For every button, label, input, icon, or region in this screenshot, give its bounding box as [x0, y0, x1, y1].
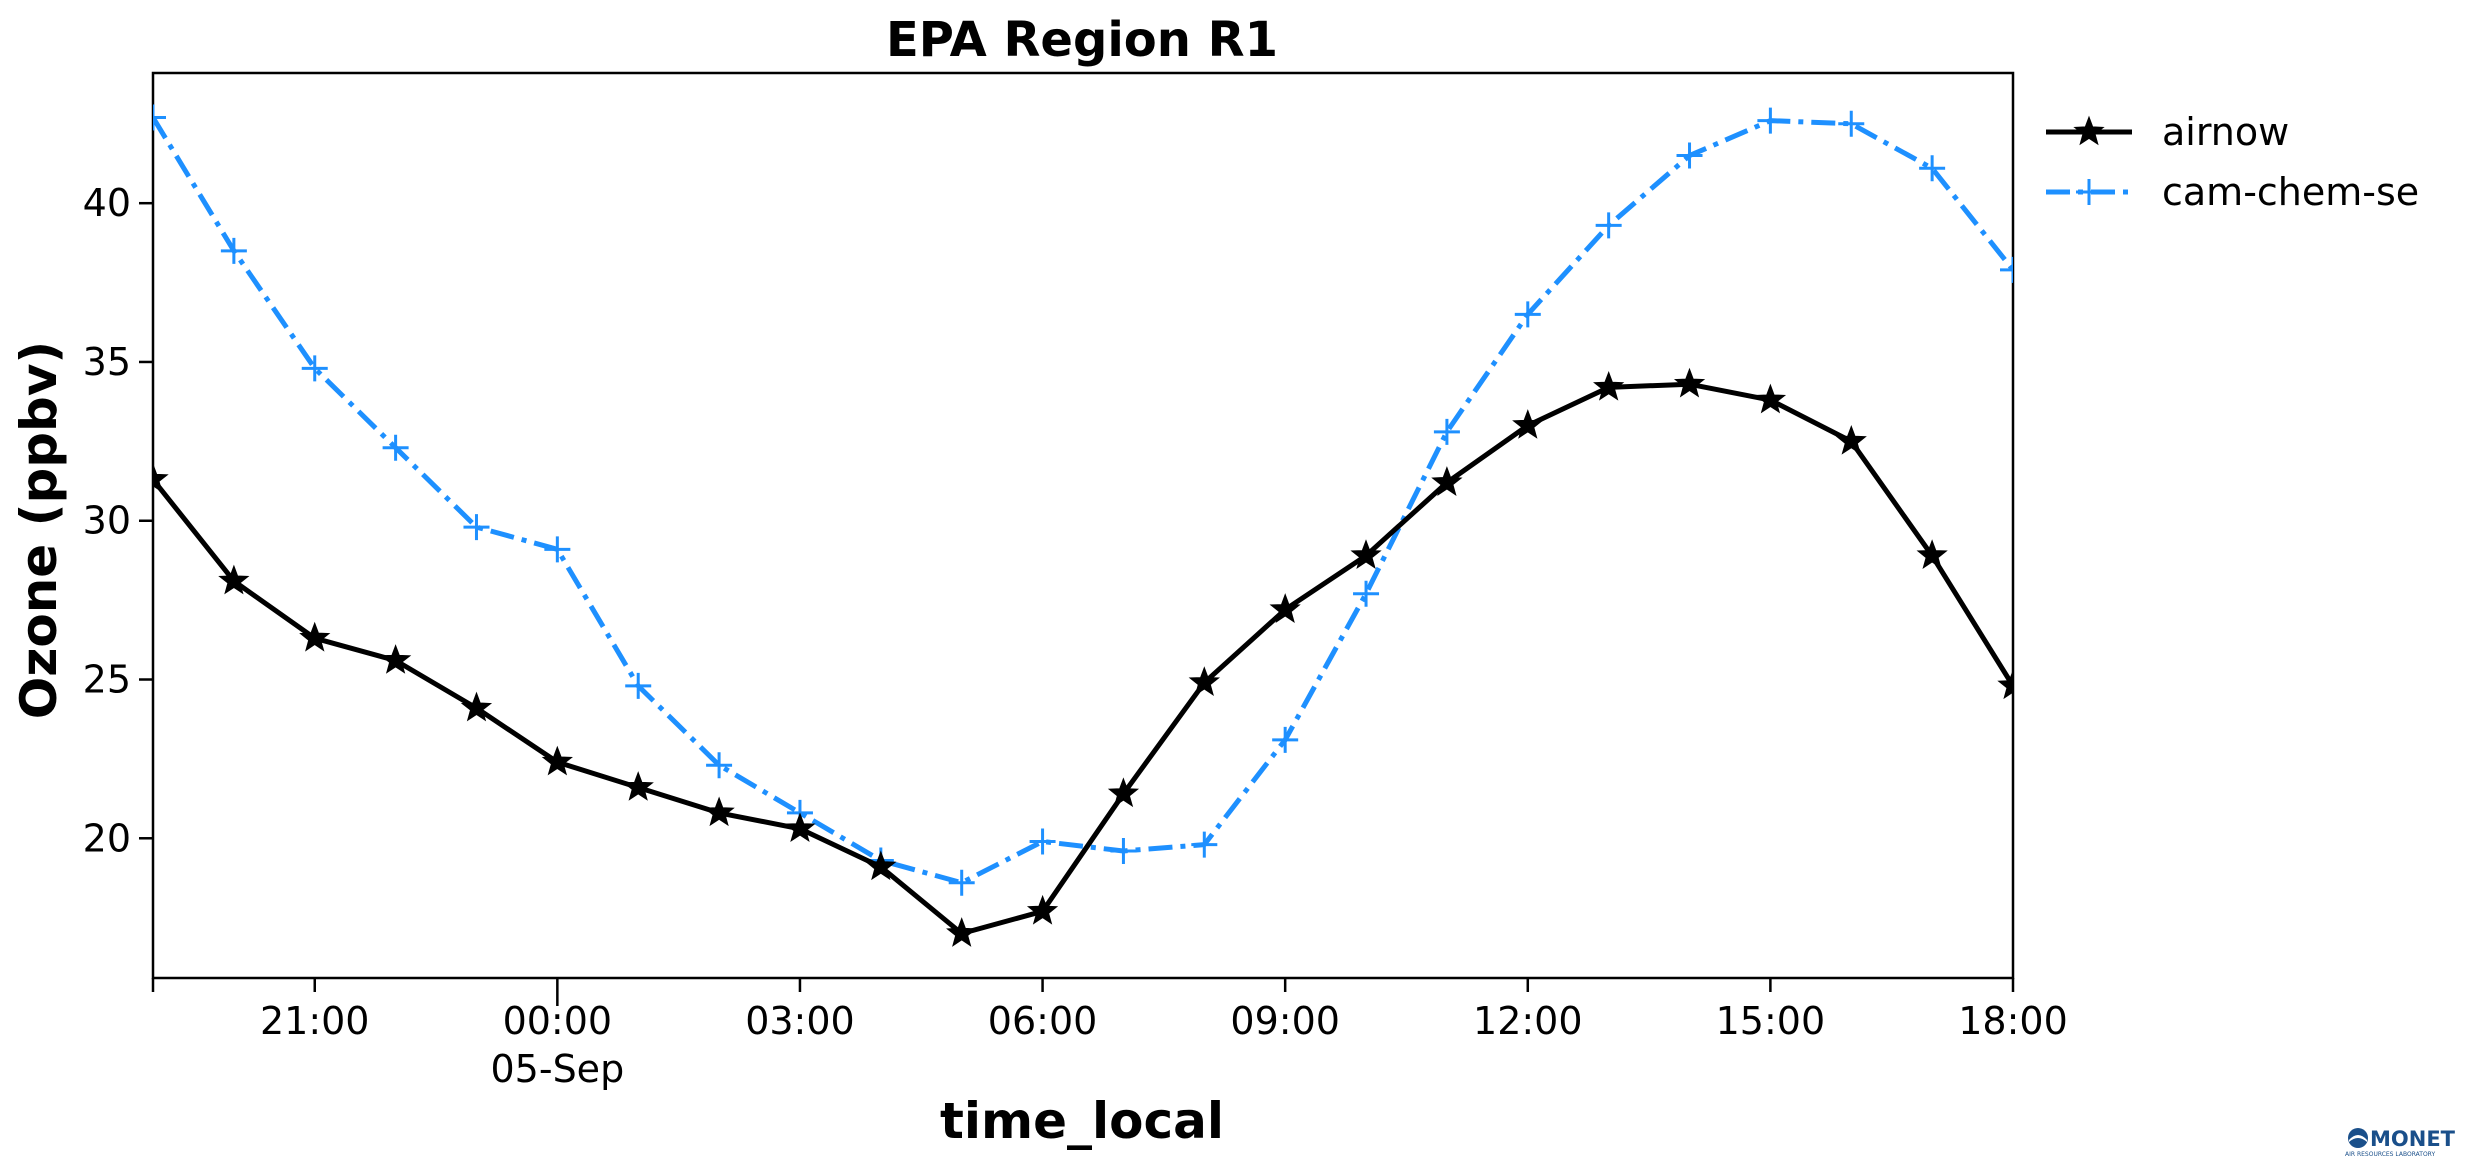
point-airnow-20 — [1754, 383, 1787, 414]
point-cam-chem-se-23 — [2000, 256, 2013, 283]
legend-marker-airnow — [2073, 115, 2105, 146]
point-airnow-6 — [622, 771, 654, 801]
plot-frame — [151, 71, 2015, 980]
point-airnow-21 — [1835, 424, 1867, 455]
point-airnow-10 — [946, 917, 978, 947]
point-cam-chem-se-17 — [1514, 301, 1541, 328]
point-airnow-16 — [1431, 466, 1463, 496]
point-cam-chem-se-18 — [1595, 212, 1622, 239]
point-cam-chem-se-10 — [948, 869, 975, 896]
point-cam-chem-se-2 — [301, 355, 328, 382]
point-cam-chem-se-0 — [153, 104, 166, 131]
point-airnow-11 — [1026, 894, 1059, 925]
point-airnow-17 — [1512, 409, 1544, 439]
x-tick-label-1: 00:00 — [503, 999, 613, 1043]
monet-logo: MONET AIR RESOURCES LABORATORY — [2345, 1127, 2456, 1158]
x-tick-sublabel-1: 05-Sep — [491, 1047, 625, 1091]
point-cam-chem-se-4 — [463, 514, 490, 541]
series-line-airnow — [153, 381, 2013, 936]
point-cam-chem-se-5 — [544, 536, 571, 563]
x-tick-label-6: 15:00 — [1716, 999, 1826, 1043]
x-tick-label-7: 18:00 — [1958, 999, 2068, 1043]
point-cam-chem-se-12 — [1110, 837, 1137, 864]
point-cam-chem-se-7 — [706, 752, 733, 779]
x-tick-label-4: 09:00 — [1230, 999, 1340, 1043]
point-airnow-5 — [541, 745, 573, 776]
legend-label-airnow: airnow — [2162, 110, 2289, 154]
logo-text: MONET — [2370, 1127, 2456, 1151]
point-airnow-22 — [1916, 539, 1948, 569]
point-airnow-23 — [1997, 669, 2013, 700]
point-cam-chem-se-20 — [1757, 107, 1784, 134]
x-tick-label-3: 06:00 — [988, 999, 1098, 1043]
point-airnow-9 — [865, 850, 897, 881]
point-cam-chem-se-11 — [1029, 828, 1056, 855]
legend: airnow cam-chem-se — [2046, 110, 2419, 214]
y-tick-label-0: 20 — [83, 816, 131, 860]
point-airnow-7 — [703, 796, 735, 827]
point-cam-chem-se-19 — [1676, 142, 1703, 169]
point-cam-chem-se-1 — [220, 237, 247, 264]
point-airnow-4 — [460, 691, 493, 722]
x-tick-label-5: 12:00 — [1473, 999, 1583, 1043]
point-cam-chem-se-6 — [625, 672, 652, 699]
legend-marker-cam-chem-se — [2076, 179, 2102, 205]
point-airnow-15 — [1350, 539, 1382, 569]
point-cam-chem-se-3 — [382, 434, 409, 461]
x-axis-label: time_local — [940, 1092, 1224, 1150]
y-tick-label-4: 40 — [83, 181, 131, 225]
point-cam-chem-se-21 — [1838, 110, 1865, 137]
point-airnow-14 — [1269, 593, 1301, 623]
point-cam-chem-se-22 — [1919, 155, 1946, 182]
point-cam-chem-se-14 — [1272, 726, 1299, 753]
point-airnow-2 — [299, 621, 331, 652]
point-airnow-1 — [218, 564, 250, 595]
y-tick-label-3: 35 — [83, 340, 131, 384]
x-tick-label-0: 21:00 — [260, 999, 370, 1043]
x-tick-label-2: 03:00 — [745, 999, 855, 1043]
logo-subtext: AIR RESOURCES LABORATORY — [2345, 1151, 2435, 1158]
series-group — [153, 104, 2013, 947]
point-airnow-3 — [379, 644, 412, 674]
y-tick-label-1: 25 — [83, 658, 131, 702]
y-tick-label-2: 30 — [83, 499, 131, 543]
point-cam-chem-se-13 — [1191, 831, 1218, 858]
point-airnow-19 — [1673, 367, 1706, 398]
point-airnow-13 — [1188, 666, 1220, 696]
chart-title: EPA Region R1 — [886, 12, 1278, 68]
legend-label-cam-chem-se: cam-chem-se — [2162, 170, 2419, 214]
point-cam-chem-se-16 — [1433, 418, 1460, 445]
point-airnow-0 — [153, 463, 169, 493]
point-cam-chem-se-15 — [1353, 580, 1380, 607]
point-airnow-12 — [1107, 777, 1140, 808]
series-line-cam-chem-se — [153, 116, 2013, 886]
point-airnow-8 — [784, 812, 816, 843]
point-airnow-18 — [1593, 370, 1625, 401]
y-axis-label: Ozone (ppbv) — [10, 341, 68, 720]
